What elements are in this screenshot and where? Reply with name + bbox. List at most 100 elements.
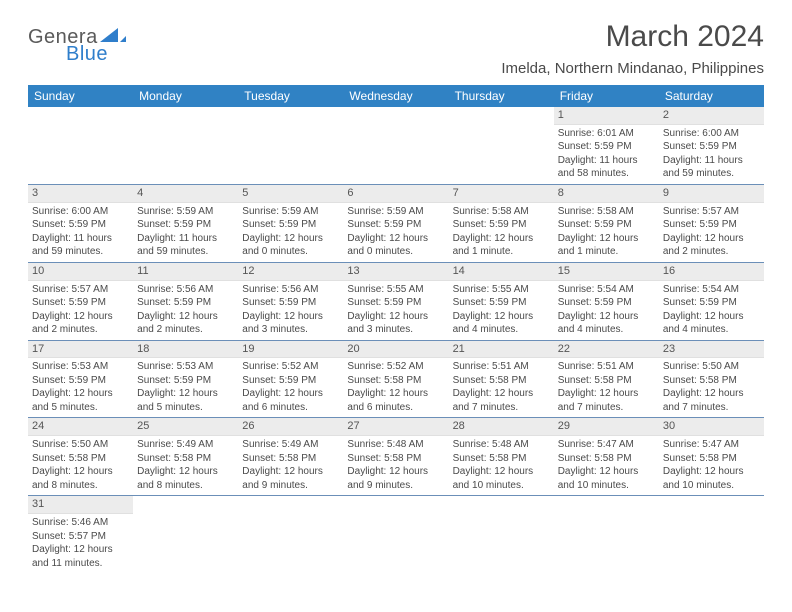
calendar-cell: 14Sunrise: 5:55 AMSunset: 5:59 PMDayligh… [449,263,554,340]
calendar-cell-empty [238,496,343,573]
calendar-cell: 19Sunrise: 5:52 AMSunset: 5:59 PMDayligh… [238,341,343,418]
sunset-text: Sunset: 5:59 PM [137,218,234,232]
calendar-cell: 18Sunrise: 5:53 AMSunset: 5:59 PMDayligh… [133,341,238,418]
sunrise-text: Sunrise: 5:56 AM [137,283,234,297]
sunrise-text: Sunrise: 5:52 AM [242,360,339,374]
daylight-text: Daylight: 12 hours and 10 minutes. [663,465,760,492]
sunrise-text: Sunrise: 5:49 AM [242,438,339,452]
sunrise-text: Sunrise: 5:50 AM [32,438,129,452]
sunrise-text: Sunrise: 6:00 AM [32,205,129,219]
calendar-cell-empty [449,496,554,573]
page-subtitle: Imelda, Northern Mindanao, Philippines [501,60,764,77]
sunrise-text: Sunrise: 5:48 AM [453,438,550,452]
day-number [449,496,554,513]
day-number: 25 [133,418,238,436]
day-details: Sunrise: 5:58 AMSunset: 5:59 PMDaylight:… [449,203,554,262]
daylight-text: Daylight: 12 hours and 3 minutes. [242,310,339,337]
day-details: Sunrise: 5:51 AMSunset: 5:58 PMDaylight:… [449,358,554,417]
sunrise-text: Sunrise: 5:48 AM [347,438,444,452]
calendar-cell: 22Sunrise: 5:51 AMSunset: 5:58 PMDayligh… [554,341,659,418]
daylight-text: Daylight: 12 hours and 5 minutes. [32,387,129,414]
calendar-cell: 27Sunrise: 5:48 AMSunset: 5:58 PMDayligh… [343,418,448,495]
day-number [133,496,238,513]
sunset-text: Sunset: 5:58 PM [137,452,234,466]
day-number: 13 [343,263,448,281]
day-details: Sunrise: 5:56 AMSunset: 5:59 PMDaylight:… [133,281,238,340]
header: Genera Blue March 2024 Imelda, Northern … [28,20,764,77]
sunset-text: Sunset: 5:58 PM [242,452,339,466]
day-details: Sunrise: 5:59 AMSunset: 5:59 PMDaylight:… [343,203,448,262]
day-details: Sunrise: 5:49 AMSunset: 5:58 PMDaylight:… [133,436,238,495]
day-number: 22 [554,341,659,359]
sunrise-text: Sunrise: 5:59 AM [137,205,234,219]
sunset-text: Sunset: 5:59 PM [32,374,129,388]
calendar-cell: 5Sunrise: 5:59 AMSunset: 5:59 PMDaylight… [238,185,343,262]
calendar-cell-empty [238,107,343,184]
daylight-text: Daylight: 12 hours and 7 minutes. [663,387,760,414]
calendar-cell: 13Sunrise: 5:55 AMSunset: 5:59 PMDayligh… [343,263,448,340]
calendar-cell: 4Sunrise: 5:59 AMSunset: 5:59 PMDaylight… [133,185,238,262]
sunrise-text: Sunrise: 5:53 AM [32,360,129,374]
day-details: Sunrise: 5:57 AMSunset: 5:59 PMDaylight:… [28,281,133,340]
daylight-text: Daylight: 12 hours and 0 minutes. [242,232,339,259]
sunset-text: Sunset: 5:59 PM [242,218,339,232]
week-row: 24Sunrise: 5:50 AMSunset: 5:58 PMDayligh… [28,418,764,496]
sunrise-text: Sunrise: 5:49 AM [137,438,234,452]
calendar-cell: 20Sunrise: 5:52 AMSunset: 5:58 PMDayligh… [343,341,448,418]
week-row: 1Sunrise: 6:01 AMSunset: 5:59 PMDaylight… [28,107,764,185]
day-number [343,496,448,513]
day-number: 3 [28,185,133,203]
sunset-text: Sunset: 5:58 PM [347,452,444,466]
calendar-cell: 16Sunrise: 5:54 AMSunset: 5:59 PMDayligh… [659,263,764,340]
calendar-cell: 3Sunrise: 6:00 AMSunset: 5:59 PMDaylight… [28,185,133,262]
sunset-text: Sunset: 5:59 PM [558,140,655,154]
calendar-cell: 12Sunrise: 5:56 AMSunset: 5:59 PMDayligh… [238,263,343,340]
weekday-header: Thursday [449,85,554,107]
daylight-text: Daylight: 12 hours and 9 minutes. [242,465,339,492]
calendar-cell: 25Sunrise: 5:49 AMSunset: 5:58 PMDayligh… [133,418,238,495]
day-number [238,496,343,513]
sunset-text: Sunset: 5:59 PM [663,218,760,232]
day-details: Sunrise: 5:47 AMSunset: 5:58 PMDaylight:… [659,436,764,495]
calendar-cell: 7Sunrise: 5:58 AMSunset: 5:59 PMDaylight… [449,185,554,262]
daylight-text: Daylight: 11 hours and 59 minutes. [663,154,760,181]
sunrise-text: Sunrise: 5:58 AM [453,205,550,219]
sunrise-text: Sunrise: 5:59 AM [242,205,339,219]
calendar-cell: 15Sunrise: 5:54 AMSunset: 5:59 PMDayligh… [554,263,659,340]
sunset-text: Sunset: 5:59 PM [453,218,550,232]
daylight-text: Daylight: 12 hours and 2 minutes. [663,232,760,259]
calendar-cell: 26Sunrise: 5:49 AMSunset: 5:58 PMDayligh… [238,418,343,495]
sunset-text: Sunset: 5:58 PM [32,452,129,466]
day-number [238,107,343,124]
calendar-cell: 21Sunrise: 5:51 AMSunset: 5:58 PMDayligh… [449,341,554,418]
day-details: Sunrise: 5:48 AMSunset: 5:58 PMDaylight:… [449,436,554,495]
day-number: 8 [554,185,659,203]
day-number: 7 [449,185,554,203]
calendar-cell-empty [343,107,448,184]
day-number: 14 [449,263,554,281]
sunrise-text: Sunrise: 5:57 AM [32,283,129,297]
day-details: Sunrise: 5:47 AMSunset: 5:58 PMDaylight:… [554,436,659,495]
sunrise-text: Sunrise: 6:00 AM [663,127,760,141]
daylight-text: Daylight: 11 hours and 59 minutes. [32,232,129,259]
day-number: 12 [238,263,343,281]
day-details: Sunrise: 5:51 AMSunset: 5:58 PMDaylight:… [554,358,659,417]
week-row: 3Sunrise: 6:00 AMSunset: 5:59 PMDaylight… [28,185,764,263]
weekday-header: Wednesday [343,85,448,107]
daylight-text: Daylight: 12 hours and 2 minutes. [32,310,129,337]
sunset-text: Sunset: 5:58 PM [558,452,655,466]
sunrise-text: Sunrise: 5:51 AM [453,360,550,374]
day-number: 11 [133,263,238,281]
day-details: Sunrise: 5:54 AMSunset: 5:59 PMDaylight:… [659,281,764,340]
day-details: Sunrise: 5:46 AMSunset: 5:57 PMDaylight:… [28,514,133,573]
day-details: Sunrise: 5:48 AMSunset: 5:58 PMDaylight:… [343,436,448,495]
day-number: 2 [659,107,764,125]
day-number: 9 [659,185,764,203]
daylight-text: Daylight: 12 hours and 10 minutes. [453,465,550,492]
calendar-cell-empty [343,496,448,573]
day-details: Sunrise: 6:00 AMSunset: 5:59 PMDaylight:… [659,125,764,184]
day-details: Sunrise: 5:53 AMSunset: 5:59 PMDaylight:… [28,358,133,417]
day-details: Sunrise: 5:52 AMSunset: 5:59 PMDaylight:… [238,358,343,417]
day-number [449,107,554,124]
day-number: 15 [554,263,659,281]
